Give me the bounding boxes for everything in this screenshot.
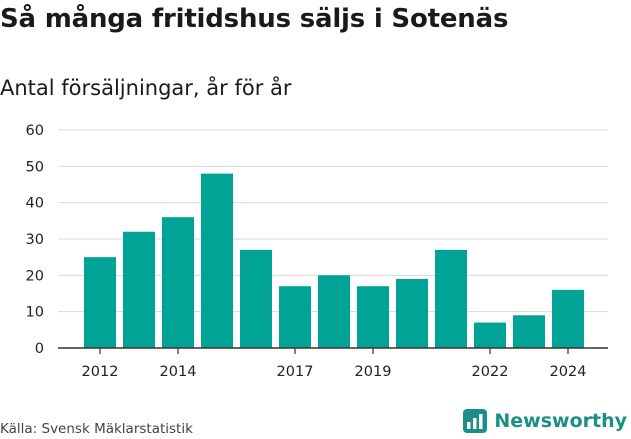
chart-title: Så många fritidshus säljs i Sotenäs [0, 4, 509, 34]
brand-logo: Newsworthy [462, 408, 627, 434]
bar-2022 [474, 322, 506, 348]
source-note: Källa: Svensk Mäklarstatistik [0, 421, 193, 437]
y-tick-label: 50 [26, 159, 44, 175]
bar-chart: 0 10 20 30 40 50 60 2012 2014 2017 2019 2022 2024 [26, 123, 608, 380]
brand-name: Newsworthy [494, 410, 627, 432]
bar-2016 [240, 249, 272, 348]
bar-2012 [84, 257, 116, 348]
x-tick-label: 2022 [472, 364, 509, 380]
y-tick-label: 30 [26, 232, 44, 248]
bar-2020 [396, 278, 428, 348]
y-tick-label: 60 [26, 123, 44, 139]
bar-2021 [435, 249, 467, 348]
bar-2015 [201, 173, 233, 348]
bar-2017 [279, 286, 311, 348]
bar-2014 [162, 217, 194, 348]
x-tick-label: 2019 [355, 364, 392, 380]
bar-2018 [318, 275, 350, 348]
x-tick-label: 2014 [160, 364, 197, 380]
bar-2019 [357, 286, 389, 348]
bar-2024 [552, 289, 584, 348]
y-axis-ticks: 0 10 20 30 40 50 60 [26, 123, 44, 357]
y-tick-label: 40 [26, 196, 44, 212]
chart-subtitle: Antal försäljningar, år för år [0, 76, 292, 100]
x-tick-label: 2017 [277, 364, 314, 380]
y-tick-label: 0 [35, 341, 44, 357]
bar-2013 [123, 231, 155, 348]
bar-2023 [513, 315, 545, 348]
newsworthy-logo-icon [463, 409, 488, 433]
bars [58, 173, 608, 349]
x-tick-label: 2024 [550, 364, 587, 380]
y-tick-label: 10 [26, 305, 44, 321]
y-tick-label: 20 [26, 268, 44, 284]
x-axis-ticks: 2012 2014 2017 2019 2022 2024 [82, 348, 587, 380]
x-tick-label: 2012 [82, 364, 119, 380]
